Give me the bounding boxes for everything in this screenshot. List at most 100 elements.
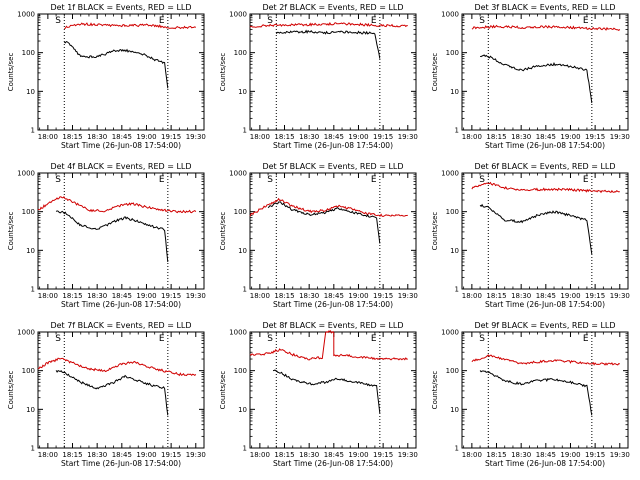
x-tick-label: 19:30	[610, 451, 630, 459]
x-tick-label: 19:30	[398, 292, 418, 300]
x-tick-label: 19:00	[560, 451, 580, 459]
x-tick-label: 18:30	[299, 451, 319, 459]
events-series	[275, 29, 381, 59]
marker-label-S: S	[55, 175, 61, 185]
x-axis-label: Start Time (26-Jun-08 17:54:00)	[273, 141, 393, 150]
chart-panel-7: Det 7f BLACK = Events, RED = LLD 1 10 100 10…	[7, 321, 206, 468]
y-tick-label: 10	[26, 88, 35, 96]
x-tick-label: 18:45	[112, 451, 132, 459]
events-series	[479, 54, 593, 104]
x-tick-label: 18:15	[486, 133, 506, 141]
y-tick-label: 1000	[441, 11, 459, 19]
y-tick-label: 1000	[17, 170, 35, 178]
x-tick-label: 18:45	[324, 133, 344, 141]
x-tick-label: 18:45	[112, 292, 132, 300]
marker-label-E: E	[583, 334, 589, 344]
marker-label-S: S	[479, 175, 485, 185]
x-tick-label: 18:00	[38, 133, 58, 141]
chart-title: Det 6f BLACK = Events, RED = LLD	[474, 162, 615, 171]
y-tick-label: 100	[22, 208, 35, 216]
events-series	[479, 203, 593, 255]
y-tick-label: 1000	[17, 329, 35, 337]
y-tick-label: 10	[450, 88, 459, 96]
lld-series	[249, 330, 408, 361]
x-axis-label: Start Time (26-Jun-08 17:54:00)	[61, 141, 181, 150]
x-tick-label: 19:30	[398, 133, 418, 141]
chart-panel-4: Det 4f BLACK = Events, RED = LLD 1 10 100 10…	[7, 162, 206, 309]
y-tick-label: 1000	[441, 170, 459, 178]
y-tick-label: 100	[234, 367, 247, 375]
x-tick-label: 19:00	[136, 451, 156, 459]
x-tick-label: 18:30	[511, 451, 531, 459]
marker-label-S: S	[267, 334, 273, 344]
lld-series	[471, 354, 620, 366]
lld-series	[249, 21, 408, 28]
y-tick-label: 100	[446, 367, 459, 375]
y-tick-label: 100	[234, 49, 247, 57]
lld-series	[471, 181, 620, 194]
chart-title: Det 3f BLACK = Events, RED = LLD	[474, 3, 615, 12]
x-tick-label: 18:00	[38, 292, 58, 300]
x-tick-label: 19:15	[585, 451, 605, 459]
chart-panel-1: Det 1f BLACK = Events, RED = LLD 1 10 100 10…	[7, 3, 206, 150]
chart-title: Det 9f BLACK = Events, RED = LLD	[474, 321, 615, 330]
plot-frame	[249, 13, 417, 131]
chart-panel-5: Det 5f BLACK = Events, RED = LLD 1 10 100 10…	[219, 162, 418, 309]
x-tick-label: 18:15	[62, 292, 82, 300]
lld-series	[37, 195, 197, 214]
x-axis-label: Start Time (26-Jun-08 17:54:00)	[485, 300, 605, 309]
chart-panel-2: Det 2f BLACK = Events, RED = LLD 1 10 100 10…	[219, 3, 418, 150]
y-tick-label: 1	[455, 445, 459, 453]
x-tick-label: 18:15	[274, 292, 294, 300]
events-series	[55, 210, 169, 263]
y-axis-label: Counts/sec	[431, 212, 439, 251]
x-axis-label: Start Time (26-Jun-08 17:54:00)	[273, 300, 393, 309]
x-tick-label: 18:00	[462, 292, 482, 300]
y-tick-label: 1	[31, 445, 35, 453]
plot-frame	[461, 13, 629, 131]
y-axis-label: Counts/sec	[219, 212, 227, 251]
y-tick-label: 1	[455, 286, 459, 294]
y-tick-label: 10	[238, 247, 247, 255]
x-tick-label: 19:30	[186, 292, 206, 300]
y-tick-label: 1000	[229, 329, 247, 337]
marker-label-E: E	[371, 16, 377, 26]
y-tick-label: 1000	[229, 11, 247, 19]
events-series	[55, 369, 169, 416]
x-tick-label: 19:00	[136, 292, 156, 300]
x-tick-label: 18:00	[250, 451, 270, 459]
x-tick-label: 18:30	[511, 292, 531, 300]
x-tick-label: 18:00	[38, 451, 58, 459]
x-axis-label: Start Time (26-Jun-08 17:54:00)	[273, 459, 393, 468]
y-tick-label: 10	[450, 247, 459, 255]
y-tick-label: 100	[446, 49, 459, 57]
marker-label-E: E	[583, 175, 589, 185]
y-tick-label: 100	[22, 49, 35, 57]
chart-title: Det 1f BLACK = Events, RED = LLD	[50, 3, 191, 12]
x-tick-label: 19:30	[610, 133, 630, 141]
chart-panel-9: Det 9f BLACK = Events, RED = LLD 1 10 100 10…	[431, 321, 630, 468]
x-tick-label: 19:00	[348, 292, 368, 300]
x-tick-label: 18:45	[324, 292, 344, 300]
y-tick-label: 1	[455, 127, 459, 135]
y-tick-label: 1000	[441, 329, 459, 337]
x-axis-label: Start Time (26-Jun-08 17:54:00)	[485, 459, 605, 468]
x-tick-label: 18:30	[87, 292, 107, 300]
x-tick-label: 19:30	[186, 451, 206, 459]
y-tick-label: 1	[31, 127, 35, 135]
marker-label-S: S	[267, 16, 273, 26]
lld-series	[249, 197, 408, 218]
events-series	[272, 369, 381, 414]
chart-title: Det 7f BLACK = Events, RED = LLD	[50, 321, 191, 330]
y-tick-label: 1	[243, 445, 247, 453]
y-tick-label: 10	[450, 406, 459, 414]
plot-frame	[249, 331, 417, 449]
marker-label-E: E	[159, 175, 165, 185]
events-series	[64, 41, 169, 89]
x-tick-label: 19:00	[348, 133, 368, 141]
events-series	[479, 370, 593, 416]
x-tick-label: 18:45	[536, 451, 556, 459]
x-tick-label: 18:00	[250, 292, 270, 300]
